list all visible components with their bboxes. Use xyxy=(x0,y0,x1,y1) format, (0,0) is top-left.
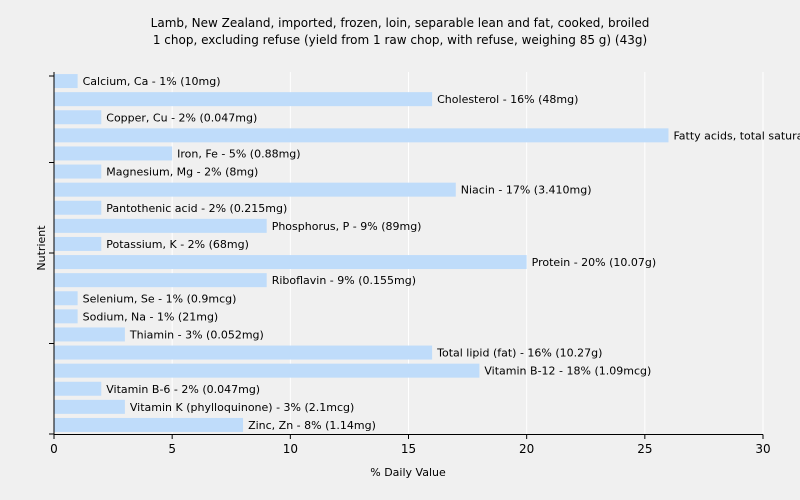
bar-label-16: Vitamin B-12 - 18% (1.09mcg) xyxy=(484,365,651,378)
bar-13 xyxy=(54,309,78,324)
x-tick-label-3: 15 xyxy=(401,442,416,456)
bar-0 xyxy=(54,74,78,89)
bar-label-15: Total lipid (fat) - 16% (10.27g) xyxy=(436,347,602,360)
bar-16 xyxy=(54,363,480,378)
grid-lines xyxy=(171,72,764,434)
x-tick-label-1: 5 xyxy=(168,442,176,456)
bar-label-7: Pantothenic acid - 2% (0.215mg) xyxy=(106,202,287,215)
bar-4 xyxy=(54,146,173,161)
bar-label-6: Niacin - 17% (3.410mg) xyxy=(461,184,592,197)
axes-group: 0 5 10 15 20 25 30 xyxy=(49,72,771,456)
bar-label-2: Copper, Cu - 2% (0.047mg) xyxy=(106,111,257,124)
x-tick-label-5: 25 xyxy=(637,442,652,456)
bar-label-8: Phosphorus, P - 9% (89mg) xyxy=(272,220,422,233)
bar-label-13: Sodium, Na - 1% (21mg) xyxy=(83,310,219,323)
bar-label-19: Zinc, Zn - 8% (1.14mg) xyxy=(248,419,376,432)
bar-11 xyxy=(54,273,267,288)
x-tick-label-4: 20 xyxy=(519,442,534,456)
bar-12 xyxy=(54,291,78,306)
y-axis-title: Nutrient xyxy=(35,225,48,271)
bar-label-4: Iron, Fe - 5% (0.88mg) xyxy=(177,147,300,160)
bar-label-9: Potassium, K - 2% (68mg) xyxy=(106,238,249,251)
bar-14 xyxy=(54,327,125,342)
bar-label-17: Vitamin B-6 - 2% (0.047mg) xyxy=(106,383,260,396)
bar-15 xyxy=(54,345,433,360)
x-tick-label-2: 10 xyxy=(283,442,298,456)
bar-8 xyxy=(54,218,267,233)
bar-label-10: Protein - 20% (10.07g) xyxy=(532,256,657,269)
bar-2 xyxy=(54,110,102,125)
bar-label-14: Thiamin - 3% (0.052mg) xyxy=(129,328,264,341)
bar-label-18: Vitamin K (phylloquinone) - 3% (2.1mcg) xyxy=(130,401,354,414)
x-tick-label-6: 30 xyxy=(755,442,770,456)
bar-3 xyxy=(54,128,669,143)
bar-label-11: Riboflavin - 9% (0.155mg) xyxy=(272,274,416,287)
bar-label-12: Selenium, Se - 1% (0.9mcg) xyxy=(83,292,237,305)
bar-1 xyxy=(54,92,433,107)
chart-subtitle: 1 chop, excluding refuse (yield from 1 r… xyxy=(153,33,647,47)
x-tick-label-0: 0 xyxy=(50,442,58,456)
bar-5 xyxy=(54,164,102,179)
bar-7 xyxy=(54,200,102,215)
bar-18 xyxy=(54,399,125,414)
bar-17 xyxy=(54,381,102,396)
bar-label-0: Calcium, Ca - 1% (10mg) xyxy=(83,75,221,88)
bar-label-5: Magnesium, Mg - 2% (8mg) xyxy=(106,166,258,179)
x-axis-title: % Daily Value xyxy=(370,466,446,479)
bar-10 xyxy=(54,255,527,270)
bar-19 xyxy=(54,417,244,432)
bar-6 xyxy=(54,182,456,197)
bars-group: Calcium, Ca - 1% (10mg) Cholesterol - 16%… xyxy=(54,74,800,432)
chart-title: Lamb, New Zealand, imported, frozen, loi… xyxy=(151,16,650,30)
bar-label-3: Fatty acids, total saturated - 26% (5.14… xyxy=(673,129,800,142)
bar-9 xyxy=(54,236,102,251)
bar-label-1: Cholesterol - 16% (48mg) xyxy=(437,93,578,106)
